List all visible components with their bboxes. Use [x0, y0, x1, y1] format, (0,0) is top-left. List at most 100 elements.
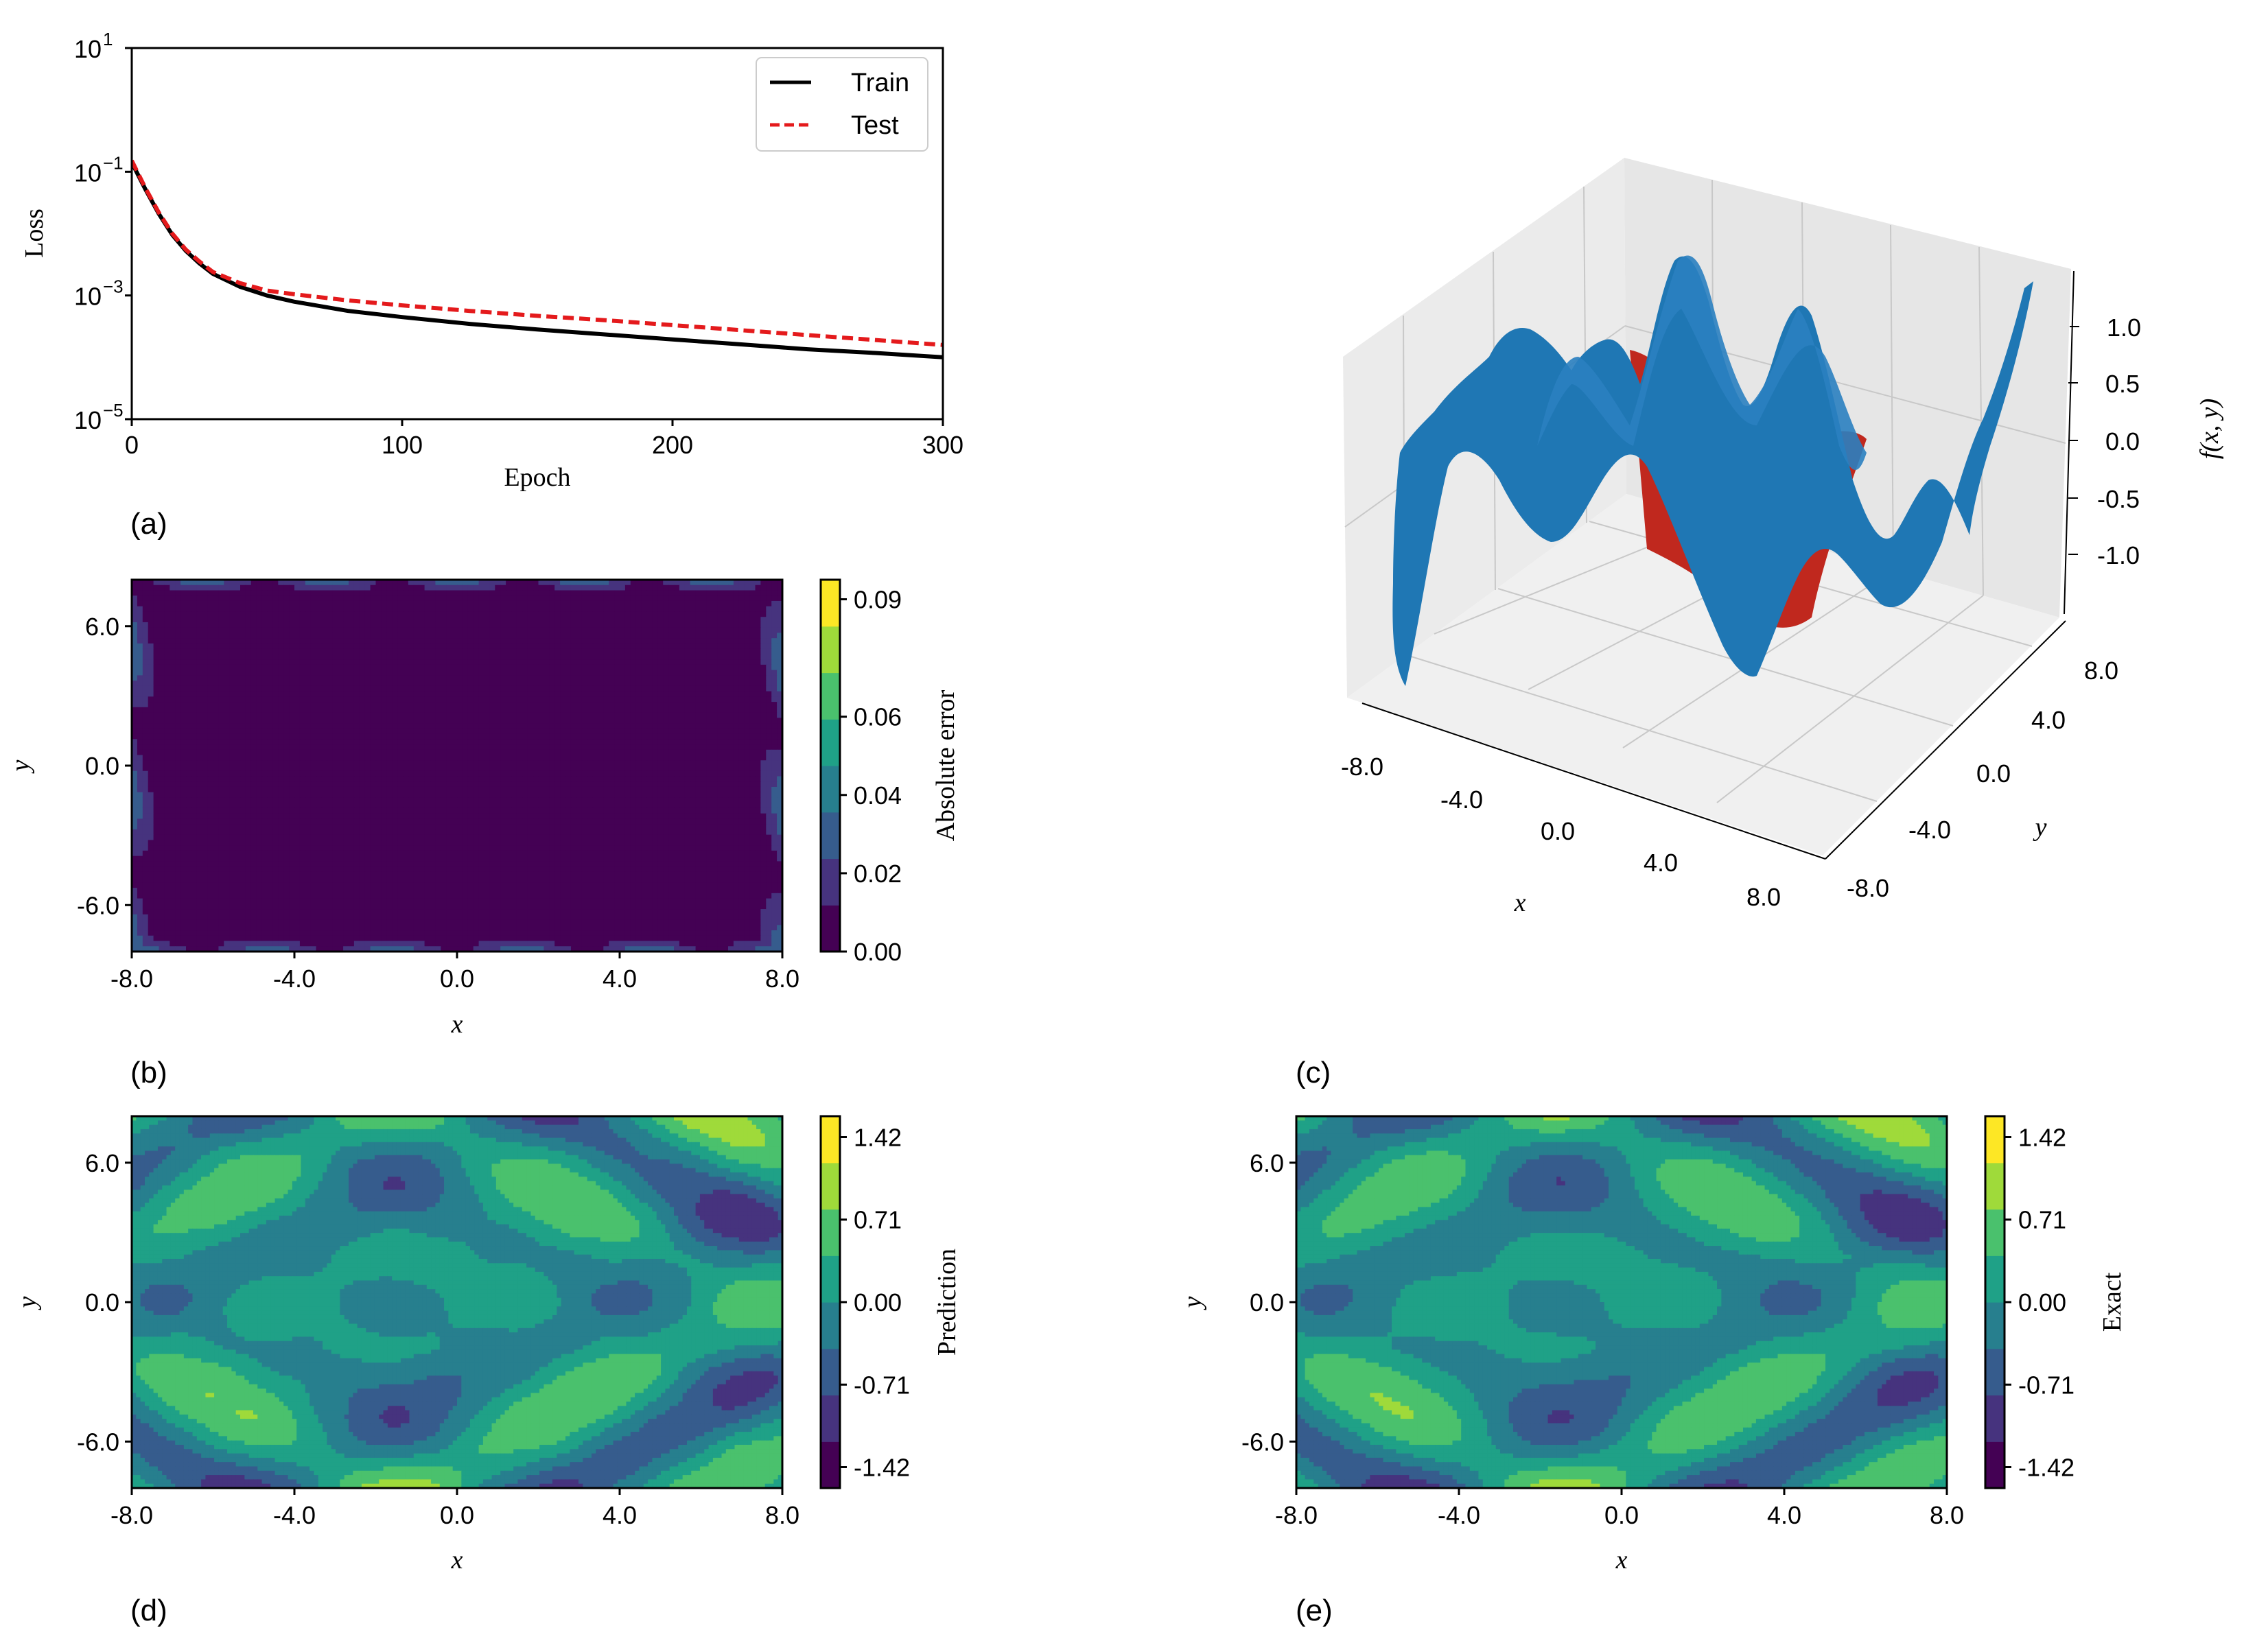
field-cell [132, 590, 138, 596]
field-cell [760, 712, 767, 718]
field-cell [191, 733, 198, 740]
field-cell [170, 622, 176, 628]
field-cell [413, 739, 420, 745]
field-cell [327, 638, 333, 644]
field-cell [229, 585, 235, 591]
field-cell [338, 712, 344, 718]
field-cell [164, 648, 170, 654]
field-cell [755, 590, 761, 596]
field-cell [413, 792, 420, 799]
field-cell [489, 664, 495, 671]
field-cell [148, 611, 154, 617]
field-cell [207, 627, 214, 634]
series-line-train [132, 161, 943, 359]
field-cell [278, 770, 284, 777]
field-cell [159, 654, 165, 660]
field-cell [424, 633, 431, 639]
field-cell [435, 781, 441, 788]
field-cell [283, 580, 290, 586]
field-cell [587, 633, 594, 639]
field-cell [294, 648, 301, 654]
field-cell [256, 718, 263, 724]
field-cell [375, 707, 382, 713]
field-cell [549, 739, 555, 745]
field-cell [159, 580, 165, 586]
field-cell [267, 580, 273, 586]
field-cell [668, 786, 675, 793]
field-cell [446, 776, 452, 782]
field-cell [397, 723, 404, 729]
field-cell [706, 712, 712, 718]
field-cell [717, 707, 723, 713]
field-cell [478, 712, 485, 718]
field-cell [749, 766, 756, 772]
field-cell [712, 681, 718, 687]
field-cell [744, 627, 751, 634]
field-cell [272, 712, 279, 718]
field-cell [364, 595, 371, 602]
field-cell [213, 580, 219, 586]
loss-y-label: Loss [20, 209, 49, 258]
field-cell [245, 633, 252, 639]
field-cell [565, 654, 572, 660]
field-cell [424, 617, 431, 623]
field-cell [316, 712, 323, 718]
field-cell [153, 580, 160, 586]
field-cell [592, 600, 598, 607]
field-cell [392, 749, 398, 756]
field-cell [403, 770, 409, 777]
field-cell [473, 606, 480, 613]
field-cell [668, 638, 675, 644]
field-cell [375, 606, 382, 613]
field-cell [749, 590, 756, 596]
field-cell [310, 659, 317, 665]
field-cell [630, 643, 637, 650]
field-cell [706, 718, 712, 724]
field-cell [430, 643, 436, 650]
field-cell [132, 643, 138, 650]
field-cell [657, 702, 664, 708]
field-cell [657, 707, 664, 713]
field-cell [240, 595, 246, 602]
field-cell [630, 702, 637, 708]
field-cell [294, 749, 301, 756]
field-cell [202, 749, 209, 756]
field-cell [581, 781, 588, 788]
field-cell [684, 664, 691, 671]
field-cell [592, 786, 598, 793]
field-cell [191, 691, 198, 697]
field-cell [153, 707, 160, 713]
field-cell [137, 696, 143, 703]
field-cell [527, 691, 534, 697]
field-cell [235, 675, 241, 681]
field-cell [338, 781, 344, 788]
field-cell [592, 675, 598, 681]
field-cell [533, 766, 539, 772]
field-cell [630, 664, 637, 671]
field-cell [560, 760, 566, 766]
field-cell [164, 712, 170, 718]
field-cell [603, 643, 609, 650]
field-cell [576, 648, 583, 654]
field-cell [744, 749, 751, 756]
field-cell [506, 675, 512, 681]
field-cell [679, 744, 686, 751]
field-cell [560, 792, 566, 799]
field-cell [430, 659, 436, 665]
field-cell [706, 728, 712, 735]
field-cell [609, 728, 615, 735]
field-cell [424, 606, 431, 613]
field-cell [652, 633, 658, 639]
field-cell [576, 659, 583, 665]
field-cell [630, 611, 637, 617]
field-cell [614, 659, 620, 665]
field-cell [272, 633, 279, 639]
field-cell [755, 691, 761, 697]
field-cell [229, 681, 235, 687]
field-cell [446, 792, 452, 799]
field-cell [435, 638, 441, 644]
field-cell [717, 617, 723, 623]
field-cell [506, 654, 512, 660]
field-cell [587, 766, 594, 772]
field-cell [446, 622, 452, 628]
